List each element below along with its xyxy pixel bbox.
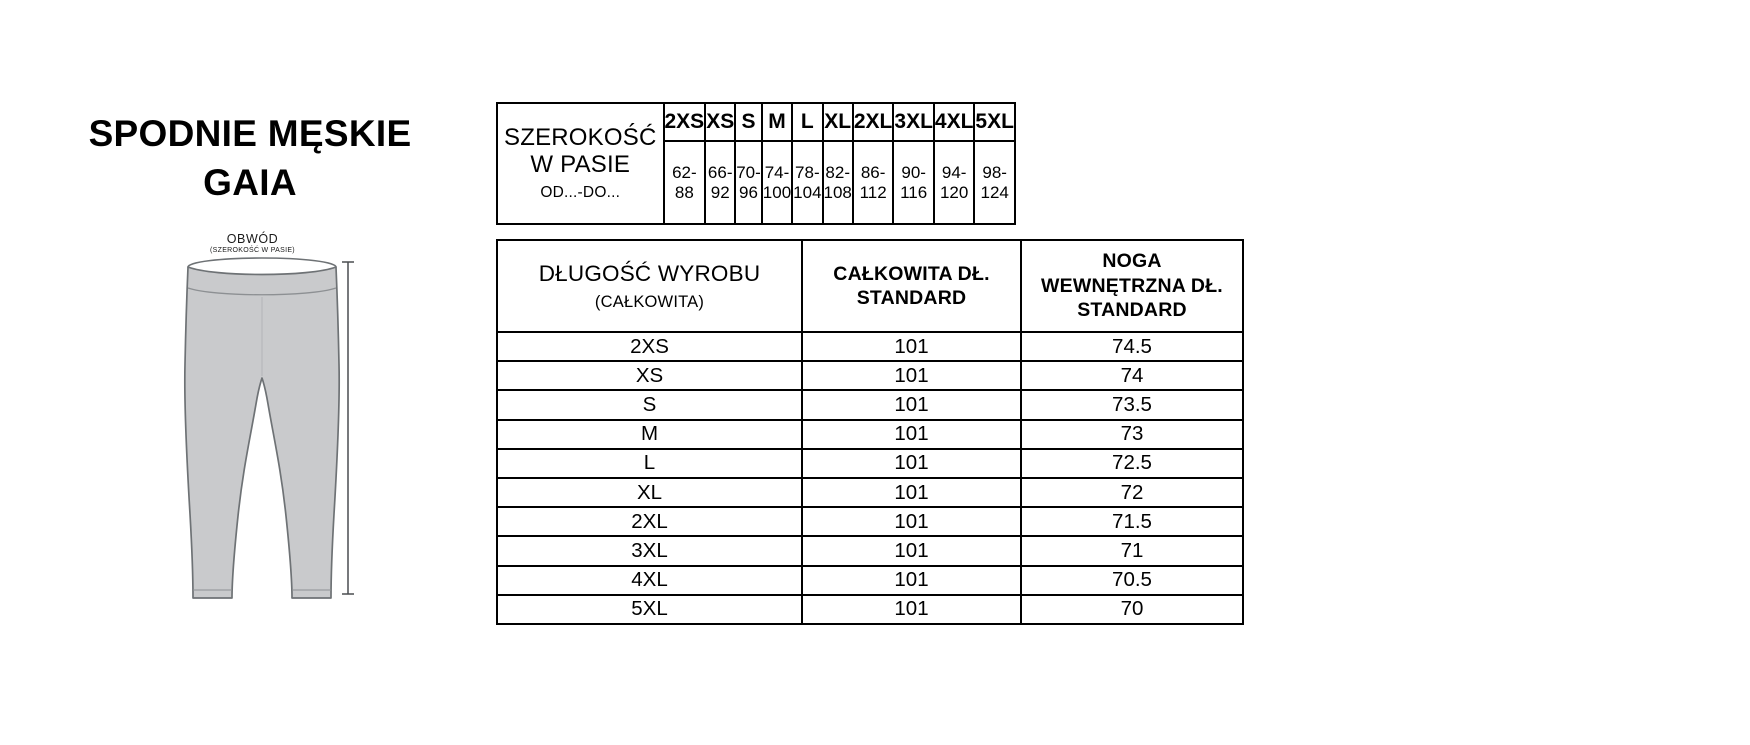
table-row: 2XS 101 74.5 — [496, 330, 1244, 363]
length-row-total: 101 — [801, 593, 1022, 625]
waist-size-header-l: L — [791, 102, 824, 142]
waist-value-2xs: 62-88 — [662, 140, 707, 225]
length-header-size: DŁUGOŚĆ WYROBU (CAŁKOWITA) — [496, 239, 803, 333]
table-row: L 101 72.5 — [496, 447, 1244, 479]
length-table-body: 2XS 101 74.5 XS 101 74 S 101 73.5 M 101 … — [496, 330, 1244, 625]
length-row-size: 3XL — [496, 535, 803, 567]
product-info-panel: SPODNIE MĘSKIE GAIA OBWÓD (SZEROKOŚĆ W P… — [0, 0, 500, 745]
length-row-total: 101 — [801, 418, 1022, 450]
table-row: 3XL 101 71 — [496, 535, 1244, 567]
length-row-inseam: 74.5 — [1020, 330, 1244, 363]
waist-size-header-2xs: 2XS — [662, 102, 707, 142]
table-row: XS 101 74 — [496, 360, 1244, 392]
page-title: SPODNIE MĘSKIE GAIA — [0, 110, 500, 208]
length-row-total: 101 — [801, 389, 1022, 421]
length-row-total: 101 — [801, 564, 1022, 596]
waist-size-header-xs: XS — [704, 102, 737, 142]
length-row-total: 101 — [801, 360, 1022, 392]
waist-measure-label: OBWÓD (SZEROKOŚĆ W PASIE) — [150, 232, 355, 254]
length-row-inseam: 71.5 — [1020, 506, 1244, 538]
waist-value-l: 78-104 — [791, 140, 824, 225]
table-row: 5XL 101 70 — [496, 593, 1244, 625]
waist-size-header-s: S — [734, 102, 763, 142]
length-row-inseam: 72 — [1020, 476, 1244, 509]
waist-value-xl: 82-108 — [821, 140, 854, 225]
length-row-size: 5XL — [496, 593, 803, 625]
pants-illustration: OBWÓD (SZEROKOŚĆ W PASIE) DŁUGOŚĆ — [150, 232, 410, 607]
table-row: S 101 73.5 — [496, 389, 1244, 421]
length-row-total: 101 — [801, 447, 1022, 479]
length-row-inseam: 70 — [1020, 593, 1244, 625]
length-row-total: 101 — [801, 535, 1022, 567]
length-row-inseam: 72.5 — [1020, 447, 1244, 479]
waist-width-table: SZEROKOŚĆ W PASIE OD...-DO... 2XS XS S M… — [496, 102, 1016, 225]
pants-drawing-icon — [183, 257, 341, 599]
table-row: XL 101 72 — [496, 476, 1244, 509]
length-header-size-sub: (CAŁKOWITA) — [594, 292, 705, 311]
length-header-total: CAŁKOWITA DŁ. STANDARD — [801, 239, 1022, 333]
length-row-inseam: 74 — [1020, 360, 1244, 392]
length-row-total: 101 — [801, 330, 1022, 363]
waist-value-2xl: 86-112 — [851, 140, 895, 225]
length-table: DŁUGOŚĆ WYROBU (CAŁKOWITA) CAŁKOWITA DŁ.… — [496, 239, 1244, 625]
waist-size-header-xl: XL — [821, 102, 854, 142]
length-row-total: 101 — [801, 476, 1022, 509]
waist-value-m: 74-100 — [760, 140, 794, 225]
length-row-total: 101 — [801, 506, 1022, 538]
length-dimension-line-icon — [342, 261, 354, 595]
waist-size-header-5xl: 5XL — [973, 102, 1016, 142]
product-title-line-2: GAIA — [203, 161, 297, 203]
length-row-size: M — [496, 418, 803, 450]
waist-table-corner-main: SZEROKOŚĆ W PASIE — [504, 123, 657, 179]
waist-size-header-2xl: 2XL — [851, 102, 895, 142]
waist-value-xs: 66-92 — [704, 140, 737, 225]
length-row-size: XL — [496, 476, 803, 509]
table-row: M 101 73 — [496, 418, 1244, 450]
waist-value-4xl: 94-120 — [932, 140, 976, 225]
waist-size-header-m: M — [760, 102, 794, 142]
table-row: 2XL 101 71.5 — [496, 506, 1244, 538]
table-row: 4XL 101 70.5 — [496, 564, 1244, 596]
waist-size-header-4xl: 4XL — [932, 102, 976, 142]
length-row-size: 2XL — [496, 506, 803, 538]
waist-table-corner-sub: OD...-DO... — [540, 183, 621, 201]
length-row-inseam: 73 — [1020, 418, 1244, 450]
waist-measure-label-text: OBWÓD — [226, 232, 279, 246]
table-header-row: DŁUGOŚĆ WYROBU (CAŁKOWITA) CAŁKOWITA DŁ.… — [496, 239, 1244, 333]
table-row: SZEROKOŚĆ W PASIE OD...-DO... 2XS XS S M… — [496, 102, 1016, 225]
waist-table-corner-header: SZEROKOŚĆ W PASIE OD...-DO... — [496, 102, 665, 225]
waist-size-header-3xl: 3XL — [892, 102, 935, 142]
table-row: 62-88 66-92 70-96 74-100 78-104 82-108 8… — [497, 140, 1016, 225]
length-row-inseam: 73.5 — [1020, 389, 1244, 421]
length-row-inseam: 71 — [1020, 535, 1244, 567]
waist-value-s: 70-96 — [734, 140, 763, 225]
length-row-inseam: 70.5 — [1020, 564, 1244, 596]
waist-value-3xl: 90-116 — [892, 140, 935, 225]
length-row-size: L — [496, 447, 803, 479]
length-header-inseam: NOGA WEWNĘTRZNA DŁ. STANDARD — [1020, 239, 1244, 333]
length-row-size: 4XL — [496, 564, 803, 596]
length-header-size-main: DŁUGOŚĆ WYROBU — [538, 260, 761, 286]
waist-measure-sublabel-text: (SZEROKOŚĆ W PASIE) — [210, 247, 295, 254]
product-title-line-1: SPODNIE MĘSKIE — [88, 113, 412, 154]
length-row-size: XS — [496, 360, 803, 392]
waist-value-5xl: 98-124 — [973, 140, 1016, 225]
length-row-size: S — [496, 389, 803, 421]
length-row-size: 2XS — [496, 330, 803, 363]
